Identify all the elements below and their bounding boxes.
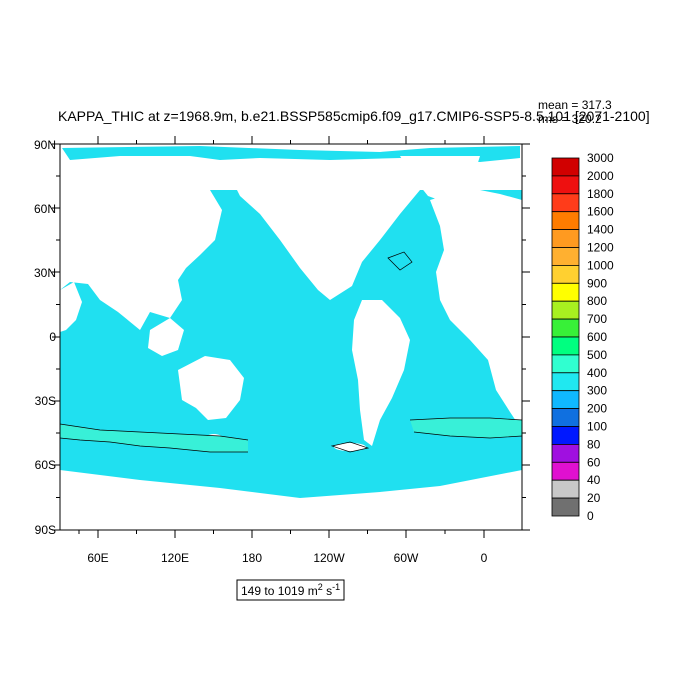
- lat-label-90n: 90N: [34, 138, 56, 152]
- mean-label: mean = 317.3: [538, 98, 612, 112]
- map-panel: [60, 144, 522, 530]
- colorbar-box: [551, 264, 580, 284]
- figure-title: KAPPA_THIC at z=1968.9m, b.e21.BSSP585cm…: [58, 108, 650, 124]
- colorbar-box: [551, 479, 580, 499]
- colorbar-label: 900: [587, 276, 607, 290]
- colorbar-box: [551, 211, 580, 230]
- rms-label: rms = 320.2: [538, 112, 602, 126]
- lat-label-30s: 30S: [35, 394, 56, 408]
- axis-ticks: [52, 136, 530, 538]
- colorbar-label: 600: [587, 330, 607, 344]
- colorbar-label: 1400: [587, 223, 614, 237]
- colorbar-label: 1600: [587, 205, 614, 219]
- colorbar-label: 80: [587, 437, 601, 451]
- colorbar-box: [551, 497, 580, 517]
- colorbar-label: 800: [587, 294, 607, 308]
- colorbar-box: [551, 175, 580, 195]
- southern-band-east: [410, 418, 522, 438]
- colorbar-box: [551, 354, 580, 374]
- southern-band-west: [60, 424, 248, 452]
- colorbar-label: 1800: [587, 187, 614, 201]
- colorbar-box: [551, 426, 580, 445]
- colorbar: 3000200018001600140012001000900800700600…: [551, 151, 614, 523]
- lon-label-120w: 120W: [313, 551, 345, 565]
- lat-label-60s: 60S: [35, 458, 56, 472]
- latitude-labels: 90N 60N 30N 0 30S 60S 90S: [34, 138, 56, 537]
- lat-label-0: 0: [49, 330, 56, 344]
- colorbar-box: [551, 408, 580, 427]
- colorbar-box: [551, 390, 580, 410]
- lat-label-60n: 60N: [34, 202, 56, 216]
- colorbar-label: 500: [587, 348, 607, 362]
- colorbar-label: 1000: [587, 258, 614, 272]
- lat-label-30n: 30N: [34, 266, 56, 280]
- colorbar-box: [551, 336, 580, 356]
- colorbar-box: [551, 461, 580, 481]
- colorbar-label: 1200: [587, 241, 614, 255]
- range-box: 149 to 1019 m2 s-1: [236, 579, 345, 601]
- colorbar-box: [551, 193, 580, 213]
- lon-label-120e: 120E: [161, 551, 189, 565]
- colorbar-label: 700: [587, 312, 607, 326]
- lon-label-60e: 60E: [87, 551, 108, 565]
- longitude-labels: 60E 120E 180 120W 60W 0: [87, 551, 487, 565]
- colorbar-label: 60: [587, 455, 601, 469]
- colorbar-box: [551, 247, 580, 266]
- colorbar-box: [551, 157, 580, 177]
- colorbar-box: [551, 300, 580, 320]
- lon-label-60w: 60W: [394, 551, 419, 565]
- colorbar-label: 300: [587, 384, 607, 398]
- colorbar-label: 200: [587, 402, 607, 416]
- contour-lines: [60, 251, 522, 453]
- colorbar-label: 3000: [587, 151, 614, 165]
- lon-label-180: 180: [242, 551, 262, 565]
- colorbar-box: [551, 318, 580, 338]
- lat-label-90s: 90S: [35, 523, 56, 537]
- colorbar-label: 40: [587, 473, 601, 487]
- colorbar-label: 20: [587, 491, 601, 505]
- colorbar-box: [551, 229, 580, 248]
- colorbar-box: [551, 282, 580, 302]
- range-label: 149 to 1019 m2 s-1: [241, 582, 340, 598]
- land-masses: [60, 156, 522, 530]
- colorbar-label: 400: [587, 366, 607, 380]
- lon-label-0: 0: [481, 551, 488, 565]
- range-box-frame: [236, 579, 345, 601]
- colorbar-label: 2000: [587, 169, 614, 183]
- colorbar-label: 0: [587, 509, 594, 523]
- colorbar-box: [551, 372, 580, 392]
- colorbar-label: 100: [587, 420, 607, 434]
- colorbar-box: [551, 443, 580, 463]
